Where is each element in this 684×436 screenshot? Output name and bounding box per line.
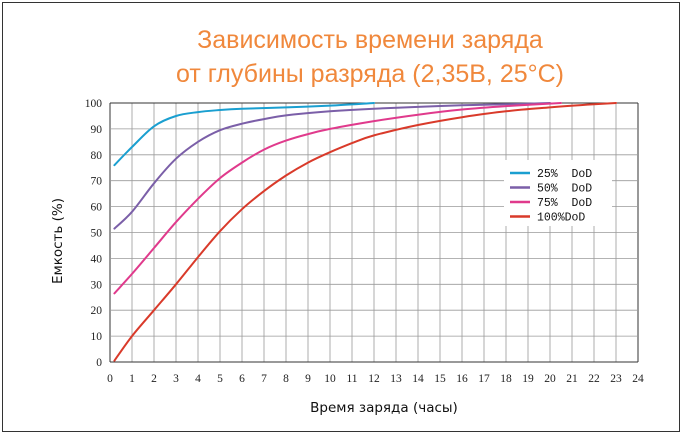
- x-tick-label: 19: [522, 373, 534, 385]
- x-axis-label: Время заряда (часы): [310, 400, 458, 416]
- x-tick-label: 14: [412, 373, 424, 385]
- legend-label-25-dod: 25% DoD: [537, 168, 592, 181]
- y-tick-label: 10: [91, 331, 103, 343]
- legend-label-100-dod: 100%DoD: [537, 212, 585, 225]
- y-tick-label: 30: [91, 279, 103, 291]
- x-tick-label: 24: [632, 373, 644, 385]
- chart-title-line-2: от глубины разряда (2,35В, 25°C): [176, 60, 564, 88]
- chart-title-line-1: Зависимость времени заряда: [197, 26, 543, 54]
- x-tick-label: 16: [456, 373, 468, 385]
- x-tick-label: 7: [261, 373, 267, 385]
- x-tick-label: 17: [478, 373, 490, 385]
- y-tick-label: 60: [91, 202, 103, 214]
- x-tick-label: 4: [195, 373, 201, 385]
- x-tick-label: 8: [283, 373, 289, 385]
- x-tick-label: 9: [305, 373, 311, 385]
- x-tick-label: 12: [368, 373, 380, 385]
- y-tick-label: 90: [91, 124, 103, 136]
- x-tick-label: 3: [173, 373, 179, 385]
- x-tick-label: 6: [239, 373, 245, 385]
- x-tick-label: 2: [151, 373, 157, 385]
- y-tick-label: 50: [91, 228, 103, 240]
- legend-background: [504, 160, 612, 226]
- x-tick-label: 23: [610, 373, 622, 385]
- x-tick-label: 0: [107, 373, 113, 385]
- x-tick-label: 10: [324, 373, 336, 385]
- x-tick-label: 11: [346, 373, 357, 385]
- series-line-100-dod: [113, 102, 617, 362]
- y-tick-label: 0: [96, 357, 102, 369]
- y-tick-label: 40: [91, 253, 103, 265]
- y-axis-label: Емкость (%): [50, 198, 66, 284]
- legend-label-75-dod: 75% DoD: [537, 197, 592, 210]
- series-line-50-dod: [113, 102, 551, 230]
- x-tick-label: 20: [544, 373, 556, 385]
- grid: [109, 102, 639, 363]
- series-lines: [113, 102, 617, 362]
- x-tick-label: 5: [217, 373, 223, 385]
- series-line-75-dod: [113, 102, 562, 295]
- x-tick-label: 22: [588, 373, 600, 385]
- x-tick-labels: 0 1 2 3 4 5 6 7 8 9 10 11 12 13 14 15 16 17 18 19 20 21 22 23 24: [107, 373, 644, 385]
- y-tick-label: 80: [91, 150, 103, 162]
- x-tick-label: 21: [566, 373, 578, 385]
- x-tick-label: 15: [434, 373, 446, 385]
- legend-label-50-dod: 50% DoD: [537, 183, 592, 196]
- x-tick-label: 1: [129, 373, 135, 385]
- y-tick-label: 100: [85, 98, 103, 110]
- y-tick-labels: 0 10 20 30 40 50 60 70 80 90 100: [85, 98, 103, 369]
- y-tick-label: 20: [91, 305, 103, 317]
- series-line-25-dod: [113, 102, 375, 167]
- y-tick-label: 70: [91, 176, 103, 188]
- x-tick-label: 18: [500, 373, 512, 385]
- x-tick-label: 13: [390, 373, 402, 385]
